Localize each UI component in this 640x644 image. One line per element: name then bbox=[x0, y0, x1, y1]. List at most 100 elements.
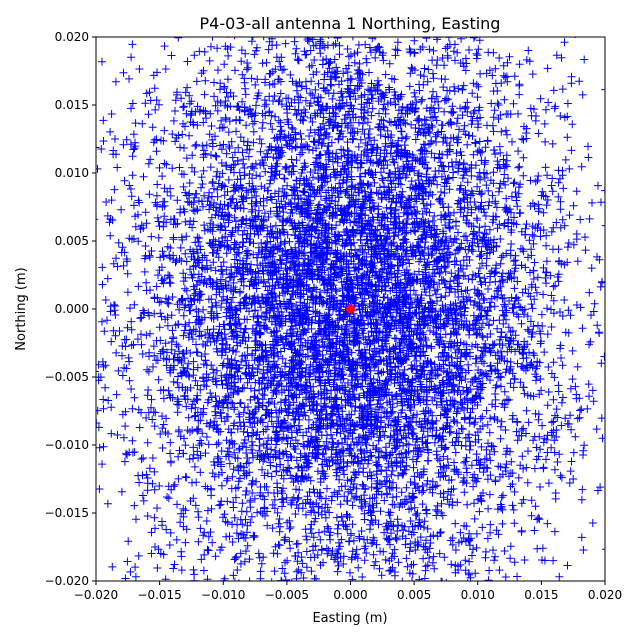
data-point bbox=[234, 577, 236, 581]
data-point bbox=[167, 51, 176, 60]
data-point bbox=[539, 208, 548, 217]
data-point bbox=[222, 249, 231, 258]
data-point bbox=[500, 95, 509, 104]
data-point bbox=[451, 448, 460, 457]
data-point bbox=[222, 149, 231, 158]
data-point bbox=[119, 68, 128, 77]
data-point bbox=[425, 544, 434, 553]
data-point bbox=[225, 459, 234, 468]
data-point bbox=[367, 79, 376, 88]
data-point bbox=[552, 405, 561, 414]
data-point bbox=[456, 147, 465, 156]
data-point bbox=[406, 47, 415, 56]
data-point bbox=[310, 137, 319, 146]
data-point bbox=[247, 207, 256, 216]
data-point bbox=[237, 357, 246, 366]
data-point bbox=[467, 579, 469, 581]
data-point bbox=[501, 302, 509, 311]
data-point bbox=[477, 323, 486, 332]
data-point bbox=[334, 561, 343, 570]
data-point bbox=[254, 206, 263, 215]
data-point bbox=[275, 57, 284, 66]
data-point bbox=[150, 84, 159, 93]
data-point bbox=[557, 354, 565, 362]
data-point bbox=[217, 296, 226, 305]
data-point bbox=[265, 314, 274, 322]
data-point bbox=[524, 418, 533, 427]
data-point bbox=[210, 78, 218, 87]
data-point bbox=[486, 456, 495, 465]
data-point bbox=[422, 37, 431, 43]
data-point bbox=[318, 60, 327, 69]
data-point bbox=[594, 328, 603, 337]
data-point bbox=[134, 196, 143, 205]
data-point bbox=[496, 179, 505, 188]
data-point bbox=[362, 549, 371, 557]
data-point bbox=[575, 77, 584, 86]
data-point bbox=[445, 337, 454, 346]
data-point bbox=[290, 421, 299, 430]
data-point bbox=[325, 508, 334, 517]
data-point bbox=[461, 232, 470, 240]
data-point bbox=[515, 60, 524, 69]
data-point bbox=[556, 27, 564, 35]
data-point bbox=[585, 214, 594, 223]
data-point bbox=[515, 28, 523, 36]
data-point bbox=[169, 377, 178, 386]
data-point bbox=[266, 119, 275, 128]
data-point bbox=[171, 107, 179, 115]
data-point bbox=[209, 457, 218, 466]
data-point bbox=[112, 254, 120, 263]
data-point bbox=[517, 499, 526, 508]
data-point bbox=[493, 86, 502, 95]
data-point bbox=[135, 478, 144, 487]
data-point bbox=[397, 488, 406, 497]
data-point bbox=[347, 441, 355, 449]
data-point bbox=[368, 104, 377, 113]
data-point bbox=[305, 132, 314, 140]
data-point bbox=[376, 547, 385, 556]
data-point bbox=[373, 460, 382, 469]
data-point bbox=[540, 348, 549, 357]
data-point bbox=[193, 363, 202, 372]
data-point bbox=[460, 121, 469, 130]
data-point bbox=[203, 506, 212, 515]
data-point bbox=[256, 567, 265, 576]
data-point bbox=[604, 336, 605, 338]
data-point bbox=[153, 564, 162, 572]
data-point bbox=[399, 526, 408, 535]
data-point bbox=[169, 333, 178, 342]
data-point bbox=[519, 171, 528, 180]
data-point bbox=[294, 92, 303, 101]
data-point bbox=[204, 532, 213, 541]
data-point bbox=[433, 501, 442, 510]
data-point bbox=[242, 121, 251, 130]
data-point bbox=[96, 371, 99, 372]
data-point bbox=[265, 107, 274, 116]
data-point bbox=[568, 375, 577, 384]
data-point bbox=[208, 538, 217, 547]
data-point bbox=[268, 500, 277, 509]
data-point bbox=[437, 188, 445, 196]
data-point bbox=[413, 452, 422, 461]
data-point bbox=[457, 151, 466, 160]
data-point bbox=[425, 291, 434, 300]
data-point bbox=[124, 580, 126, 581]
data-point bbox=[234, 143, 243, 152]
data-point bbox=[510, 284, 519, 293]
data-point bbox=[560, 296, 569, 304]
data-point bbox=[510, 72, 519, 81]
data-point bbox=[191, 376, 200, 385]
data-point bbox=[231, 66, 239, 75]
data-point bbox=[518, 452, 527, 461]
data-point bbox=[558, 361, 567, 370]
data-point bbox=[179, 269, 188, 278]
data-point bbox=[326, 80, 335, 89]
data-point bbox=[174, 474, 183, 483]
data-point bbox=[143, 486, 152, 495]
data-point bbox=[467, 171, 476, 180]
data-point bbox=[527, 496, 536, 505]
data-point bbox=[423, 164, 432, 173]
data-point bbox=[552, 432, 561, 441]
data-point bbox=[496, 422, 505, 431]
